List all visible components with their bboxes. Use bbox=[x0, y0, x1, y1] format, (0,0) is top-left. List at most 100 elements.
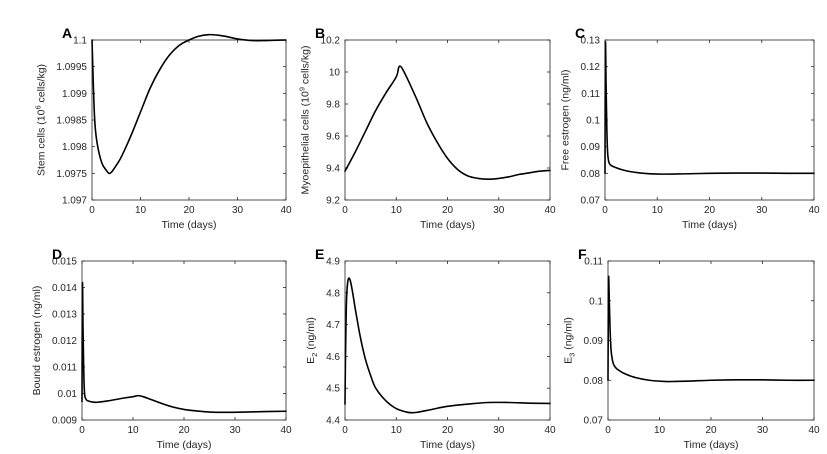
y-tick-label: 0.015 bbox=[52, 257, 77, 268]
series-line bbox=[344, 65, 551, 180]
series-line bbox=[81, 281, 287, 414]
y-tick-label: 1.097 bbox=[62, 196, 87, 207]
y-tick-label: 0.09 bbox=[581, 142, 601, 153]
x-tick-label: 10 bbox=[391, 425, 403, 436]
x-tick-label: 20 bbox=[178, 425, 190, 436]
y-tick-label: 10 bbox=[329, 68, 341, 79]
y-tick-label: 4.4 bbox=[326, 416, 340, 427]
axes-frame bbox=[604, 39, 815, 201]
x-axis-label: Time (days) bbox=[161, 219, 216, 231]
axes-frame bbox=[81, 260, 287, 421]
y-tick-label: 0.11 bbox=[581, 89, 600, 100]
x-tick-label: 30 bbox=[232, 205, 244, 216]
x-tick-label: 10 bbox=[127, 425, 139, 436]
y-tick-label: 9.6 bbox=[326, 132, 340, 143]
x-axis-label: Time (days) bbox=[683, 439, 738, 451]
panel-letter: F bbox=[578, 246, 587, 262]
x-tick-label: 30 bbox=[229, 425, 241, 436]
y-tick-label: 1.0995 bbox=[56, 62, 87, 73]
x-tick-label: 10 bbox=[652, 205, 664, 216]
y-tick-label: 0.1 bbox=[586, 116, 600, 127]
x-tick-label: 40 bbox=[280, 205, 292, 216]
y-tick-label: 0.12 bbox=[581, 62, 601, 73]
y-tick-label: 1.098 bbox=[62, 142, 87, 153]
axes-frame bbox=[91, 39, 287, 201]
y-tick-label: 0.09 bbox=[584, 336, 604, 347]
y-tick-label: 0.07 bbox=[581, 196, 601, 207]
y-tick-label: 0.01 bbox=[58, 389, 78, 400]
axes-frame bbox=[344, 260, 551, 421]
x-tick-label: 30 bbox=[757, 425, 769, 436]
x-tick-label: 20 bbox=[705, 425, 717, 436]
y-tick-label: 4.7 bbox=[326, 320, 340, 331]
x-tick-label: 0 bbox=[342, 425, 348, 436]
panel-letter: B bbox=[315, 25, 325, 41]
x-tick-label: 10 bbox=[391, 205, 403, 216]
y-tick-label: 0.08 bbox=[584, 376, 604, 387]
x-axis-label: Time (days) bbox=[420, 439, 475, 451]
y-tick-label: 4.9 bbox=[326, 257, 340, 268]
y-tick-label: 0.009 bbox=[52, 416, 77, 427]
y-tick-label: 0.08 bbox=[581, 169, 601, 180]
panel-c: 0 10 20 30 40 0.07 0.08 0.09 0.1 0.11 0.12 0.13 Time… bbox=[560, 25, 820, 231]
panel-a: 0 10 20 30 40 1.097 1.0975 1.098 1.0985 1.099 1.09… bbox=[33, 25, 292, 231]
y-tick-label: 0.11 bbox=[584, 257, 603, 268]
y-tick-label: 0.013 bbox=[52, 310, 77, 321]
panel-letter: A bbox=[62, 25, 72, 41]
x-axis-label: Time (days) bbox=[156, 439, 211, 451]
y-tick-label: 1.0985 bbox=[56, 116, 87, 127]
x-tick-label: 40 bbox=[280, 425, 292, 436]
panel-d: 0 10 20 30 40 0.009 0.01 0.011 0.012 0.013 0.014 0.… bbox=[31, 246, 292, 451]
y-axis-label: E3 (ng/ml) bbox=[563, 317, 577, 364]
y-axis-label: Myoepithelial cells (109 cells/kg) bbox=[298, 46, 312, 195]
y-tick-label: 1.099 bbox=[62, 89, 87, 100]
series-line bbox=[604, 41, 815, 175]
x-tick-label: 0 bbox=[605, 425, 611, 436]
x-tick-label: 20 bbox=[704, 205, 716, 216]
y-axis-label: Bound estrogen (ng/ml) bbox=[31, 286, 43, 396]
x-tick-label: 40 bbox=[544, 425, 556, 436]
x-tick-label: 20 bbox=[183, 205, 195, 216]
y-tick-label: 0.07 bbox=[584, 416, 604, 427]
axes-frame bbox=[607, 260, 815, 421]
x-tick-label: 0 bbox=[79, 425, 85, 436]
series-line bbox=[344, 277, 551, 414]
y-tick-label: 0.1 bbox=[589, 296, 603, 307]
x-tick-label: 10 bbox=[135, 205, 147, 216]
y-tick-label: 0.012 bbox=[52, 336, 77, 347]
y-tick-label: 9.4 bbox=[326, 164, 340, 175]
x-tick-label: 20 bbox=[442, 425, 454, 436]
y-tick-label: 10.2 bbox=[321, 36, 341, 47]
panel-b: 0 10 20 30 40 9.2 9.4 9.6 9.8 10 10.2 Time (days) My… bbox=[298, 25, 556, 231]
panel-letter: C bbox=[575, 25, 585, 41]
x-tick-label: 10 bbox=[654, 425, 666, 436]
y-tick-label: 9.2 bbox=[326, 196, 340, 207]
x-tick-label: 0 bbox=[602, 205, 608, 216]
axes-frame bbox=[344, 39, 551, 201]
y-tick-label: 0.014 bbox=[52, 283, 77, 294]
y-tick-label: 0.011 bbox=[53, 363, 78, 374]
x-axis-label: Time (days) bbox=[682, 219, 737, 231]
y-tick-label: 9.8 bbox=[326, 100, 340, 111]
x-tick-label: 20 bbox=[442, 205, 454, 216]
y-tick-label: 1.0975 bbox=[56, 169, 87, 180]
x-tick-label: 40 bbox=[808, 425, 820, 436]
y-tick-label: 4.5 bbox=[326, 384, 340, 395]
y-axis-label: Stem cells (106 cells/kg) bbox=[33, 64, 47, 176]
series-line bbox=[607, 275, 815, 383]
x-tick-label: 40 bbox=[808, 205, 820, 216]
x-axis-label: Time (days) bbox=[420, 219, 475, 231]
panel-f: 0 10 20 30 40 0.07 0.08 0.09 0.1 0.11 Time (days) E… bbox=[563, 246, 820, 451]
x-tick-label: 30 bbox=[493, 425, 505, 436]
y-tick-label: 0.13 bbox=[581, 36, 601, 47]
x-tick-label: 40 bbox=[544, 205, 556, 216]
y-tick-label: 4.8 bbox=[326, 288, 340, 299]
panel-letter: D bbox=[52, 246, 62, 262]
x-tick-label: 30 bbox=[493, 205, 505, 216]
y-tick-label: 4.6 bbox=[326, 352, 340, 363]
series-line bbox=[91, 33, 287, 175]
y-tick-label: 1.1 bbox=[73, 36, 87, 47]
x-tick-label: 0 bbox=[342, 205, 348, 216]
y-axis-label: Free estrogen (ng/ml) bbox=[560, 70, 572, 171]
